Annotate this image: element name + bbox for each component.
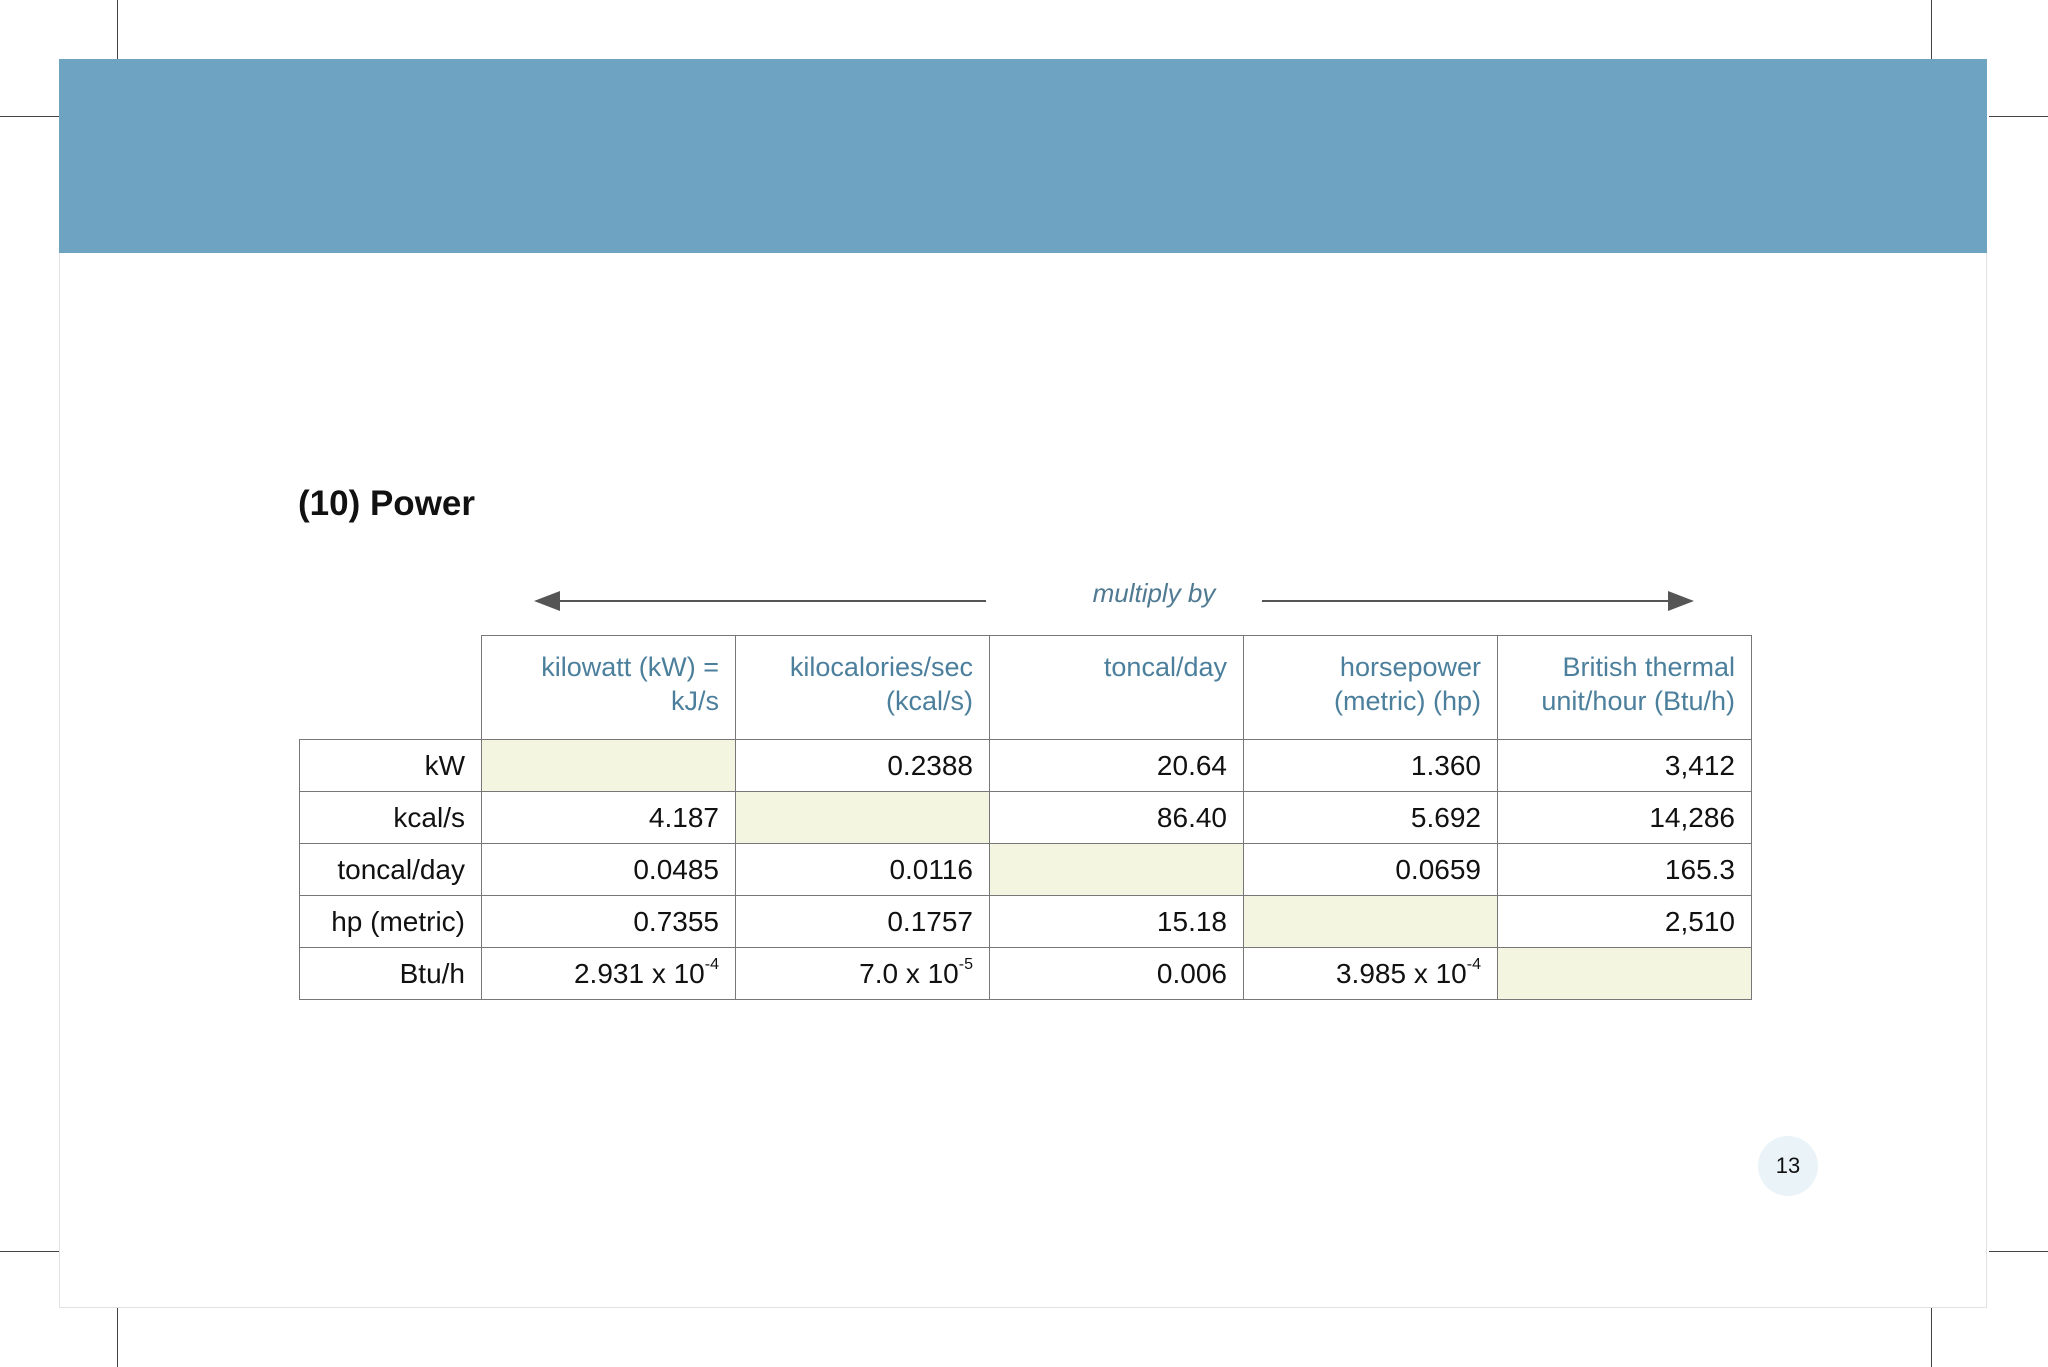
- diagonal-cell: [989, 843, 1244, 896]
- table-cell: 0.0659: [1243, 843, 1498, 896]
- arrow-right-icon: [1668, 591, 1694, 611]
- column-header-toncal-day: toncal/day: [989, 635, 1244, 740]
- column-header-btu-h: British thermal unit/hour (Btu/h): [1497, 635, 1752, 740]
- table-cell: 0.0116: [735, 843, 990, 896]
- table-row: toncal/day 0.0485 0.0116 0.0659 165.3: [299, 843, 1752, 896]
- table-cell: 0.0485: [481, 843, 736, 896]
- diagonal-cell: [1497, 947, 1752, 1000]
- crop-mark: [1989, 1251, 2048, 1252]
- table-cell: 7.0 x 10-5: [735, 947, 990, 1000]
- row-label: hp (metric): [299, 895, 482, 948]
- power-conversion-table: kilowatt (kW) = kJ/s kilocalories/sec (kca…: [299, 635, 1752, 1000]
- section-title: (10) Power: [298, 484, 475, 523]
- page-number-badge: 13: [1758, 1136, 1818, 1196]
- table-cell: 4.187: [481, 791, 736, 844]
- crop-mark: [1989, 116, 2048, 117]
- row-label: toncal/day: [299, 843, 482, 896]
- table-cell: 14,286: [1497, 791, 1752, 844]
- table-cell: 0.006: [989, 947, 1244, 1000]
- arrow-line-right: [1262, 600, 1674, 602]
- column-header-horsepower: horsepower (metric) (hp): [1243, 635, 1498, 740]
- diagonal-cell: [1243, 895, 1498, 948]
- table-row: hp (metric) 0.7355 0.1757 15.18 2,510: [299, 895, 1752, 948]
- arrow-line-left: [554, 600, 986, 602]
- table-cell: 15.18: [989, 895, 1244, 948]
- table-cell: 3,412: [1497, 739, 1752, 792]
- crop-mark: [1931, 1308, 1932, 1367]
- table-cell: 5.692: [1243, 791, 1498, 844]
- header-banner: [59, 59, 1987, 253]
- table-row: kW 0.2388 20.64 1.360 3,412: [299, 739, 1752, 792]
- table-cell: 0.2388: [735, 739, 990, 792]
- table-cell: 86.40: [989, 791, 1244, 844]
- crop-mark: [117, 0, 118, 59]
- crop-mark: [1931, 0, 1932, 59]
- table-cell: 0.1757: [735, 895, 990, 948]
- crop-mark: [0, 1251, 59, 1252]
- table-cell: 0.7355: [481, 895, 736, 948]
- table-cell: 165.3: [1497, 843, 1752, 896]
- arrow-left-icon: [534, 591, 560, 611]
- column-header-kw: kilowatt (kW) = kJ/s: [481, 635, 736, 740]
- table-cell: 3.985 x 10-4: [1243, 947, 1498, 1000]
- table-cell: 2,510: [1497, 895, 1752, 948]
- corner-cell: [299, 635, 482, 740]
- column-header-kcal-s: kilocalories/sec (kcal/s): [735, 635, 990, 740]
- multiply-by-label: multiply by: [1092, 578, 1216, 608]
- row-label: kcal/s: [299, 791, 482, 844]
- table-row: Btu/h 2.931 x 10-4 7.0 x 10-5 0.006 3.98…: [299, 947, 1752, 1000]
- table-cell: 2.931 x 10-4: [481, 947, 736, 1000]
- table-cell: 1.360: [1243, 739, 1498, 792]
- table-cell: 20.64: [989, 739, 1244, 792]
- diagonal-cell: [735, 791, 990, 844]
- header-row: kilowatt (kW) = kJ/s kilocalories/sec (kca…: [299, 635, 1752, 740]
- row-label: kW: [299, 739, 482, 792]
- multiply-by-indicator: multiply by: [534, 574, 1694, 626]
- table-row: kcal/s 4.187 86.40 5.692 14,286: [299, 791, 1752, 844]
- diagonal-cell: [481, 739, 736, 792]
- row-label: Btu/h: [299, 947, 482, 1000]
- crop-mark: [0, 116, 59, 117]
- crop-mark: [117, 1308, 118, 1367]
